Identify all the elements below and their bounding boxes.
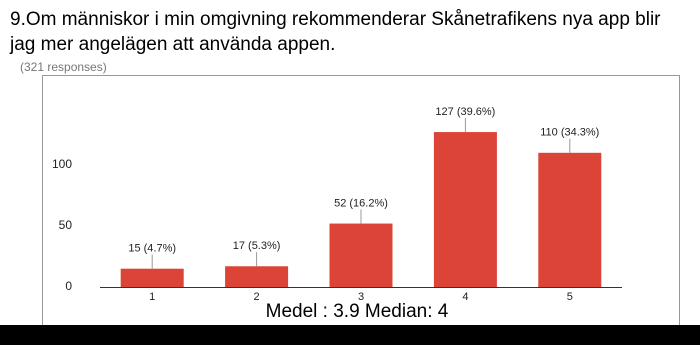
bar: [120, 268, 184, 287]
y-tick-label: 0: [65, 279, 72, 293]
y-tick-label: 50: [59, 218, 73, 232]
bar: [329, 223, 393, 287]
data-label: 52 (16.2%): [334, 197, 388, 209]
chart-title: jag mer angelägen att använda appen.: [9, 34, 335, 55]
bar: [225, 266, 289, 287]
data-label: 15 (4.7%): [128, 243, 176, 255]
data-label: 127 (39.6%): [435, 106, 495, 118]
data-label: 110 (34.3%): [540, 127, 599, 139]
bottom-band: [0, 325, 700, 345]
chart-subtitle: (321 responses): [20, 60, 107, 74]
y-tick-label: 100: [52, 157, 72, 171]
x-tick-label: 5: [567, 291, 573, 303]
bar: [433, 132, 497, 287]
bar: [538, 152, 602, 287]
chart-title: 9.Om människor i min omgivning rekommend…: [10, 9, 661, 30]
annotation: Medel : 3.9 Median: 4: [266, 301, 449, 322]
x-tick-label: 4: [462, 291, 468, 303]
x-tick-label: 2: [254, 291, 260, 303]
data-label: 17 (5.3%): [233, 240, 281, 252]
x-tick-label: 3: [358, 291, 364, 303]
x-tick-label: 1: [149, 291, 155, 303]
